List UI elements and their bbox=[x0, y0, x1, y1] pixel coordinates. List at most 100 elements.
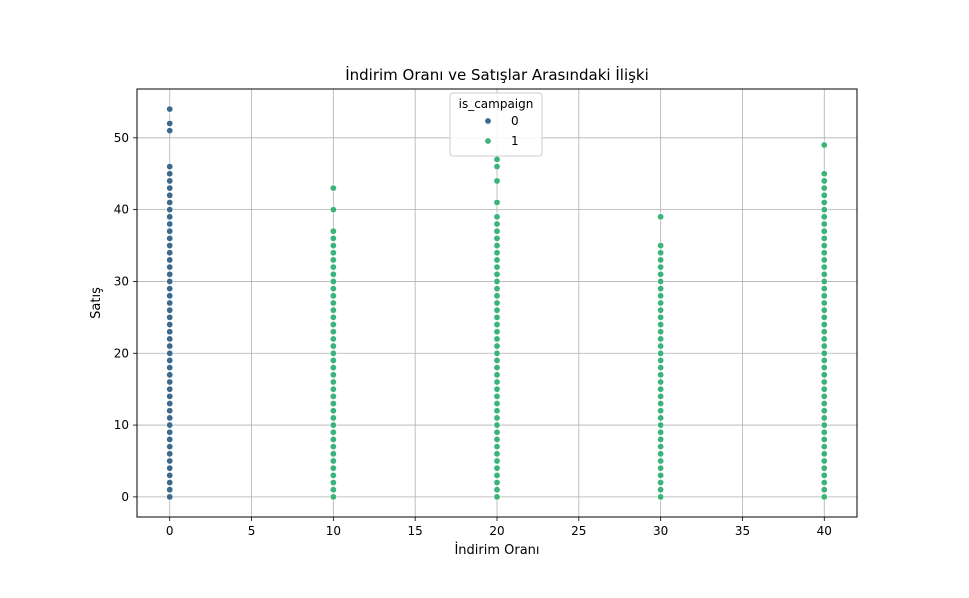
y-tick-label: 0 bbox=[121, 490, 129, 504]
data-point-campaign-0 bbox=[166, 191, 174, 199]
data-point-campaign-0 bbox=[166, 371, 174, 379]
y-axis-title: Satış bbox=[89, 287, 104, 319]
data-point-campaign-1 bbox=[820, 263, 828, 271]
data-point-campaign-1 bbox=[493, 464, 501, 472]
x-tick-label: 10 bbox=[326, 524, 341, 538]
data-point-campaign-1 bbox=[329, 292, 337, 300]
x-tick-label: 30 bbox=[653, 524, 668, 538]
data-point-campaign-1 bbox=[329, 486, 337, 494]
legend-label-1: 1 bbox=[511, 134, 519, 148]
data-point-campaign-1 bbox=[657, 242, 665, 250]
data-point-campaign-1 bbox=[329, 392, 337, 400]
data-point-campaign-1 bbox=[329, 457, 337, 465]
data-point-campaign-0 bbox=[166, 277, 174, 285]
data-point-campaign-0 bbox=[166, 450, 174, 458]
data-point-campaign-1 bbox=[657, 313, 665, 321]
data-point-campaign-0 bbox=[166, 184, 174, 192]
data-point-campaign-0 bbox=[166, 378, 174, 386]
data-point-campaign-1 bbox=[493, 356, 501, 364]
data-point-campaign-0 bbox=[166, 263, 174, 271]
data-point-campaign-1 bbox=[820, 414, 828, 422]
data-point-campaign-1 bbox=[657, 270, 665, 278]
data-point-campaign-1 bbox=[657, 385, 665, 393]
data-point-campaign-1 bbox=[493, 479, 501, 487]
data-point-campaign-1 bbox=[329, 385, 337, 393]
x-tick-label: 35 bbox=[735, 524, 750, 538]
data-point-campaign-0 bbox=[166, 421, 174, 429]
data-point-campaign-1 bbox=[820, 400, 828, 408]
data-point-campaign-1 bbox=[657, 457, 665, 465]
data-point-campaign-1 bbox=[493, 177, 501, 185]
data-point-campaign-1 bbox=[329, 306, 337, 314]
data-point-campaign-1 bbox=[493, 400, 501, 408]
data-point-campaign-1 bbox=[329, 335, 337, 343]
data-point-campaign-1 bbox=[493, 277, 501, 285]
data-point-campaign-1 bbox=[820, 292, 828, 300]
data-point-campaign-1 bbox=[657, 321, 665, 329]
data-point-campaign-1 bbox=[493, 299, 501, 307]
data-point-campaign-1 bbox=[329, 493, 337, 501]
data-point-campaign-1 bbox=[820, 443, 828, 451]
data-point-campaign-0 bbox=[166, 306, 174, 314]
data-point-campaign-1 bbox=[329, 443, 337, 451]
data-point-campaign-1 bbox=[820, 421, 828, 429]
data-point-campaign-0 bbox=[166, 428, 174, 436]
data-point-campaign-0 bbox=[166, 285, 174, 293]
data-point-campaign-1 bbox=[657, 421, 665, 429]
data-point-campaign-1 bbox=[820, 177, 828, 185]
data-point-campaign-1 bbox=[493, 270, 501, 278]
data-point-campaign-1 bbox=[657, 277, 665, 285]
data-point-campaign-1 bbox=[493, 342, 501, 350]
data-point-campaign-1 bbox=[820, 277, 828, 285]
data-point-campaign-1 bbox=[657, 407, 665, 415]
x-tick-label: 15 bbox=[408, 524, 423, 538]
data-point-campaign-1 bbox=[493, 414, 501, 422]
data-point-campaign-1 bbox=[657, 486, 665, 494]
data-point-campaign-1 bbox=[657, 479, 665, 487]
data-point-campaign-1 bbox=[493, 285, 501, 293]
data-point-campaign-1 bbox=[820, 479, 828, 487]
x-tick-label: 25 bbox=[571, 524, 586, 538]
data-point-campaign-0 bbox=[166, 299, 174, 307]
data-point-campaign-1 bbox=[820, 371, 828, 379]
data-point-campaign-0 bbox=[166, 356, 174, 364]
data-point-campaign-0 bbox=[166, 335, 174, 343]
data-point-campaign-1 bbox=[493, 349, 501, 357]
legend-box bbox=[449, 92, 543, 157]
data-point-campaign-1 bbox=[820, 306, 828, 314]
data-point-campaign-1 bbox=[329, 227, 337, 235]
legend: is_campaign 0 1 bbox=[449, 92, 543, 157]
data-point-campaign-1 bbox=[657, 428, 665, 436]
data-point-campaign-1 bbox=[493, 385, 501, 393]
data-point-campaign-0 bbox=[166, 256, 174, 264]
data-point-campaign-1 bbox=[657, 378, 665, 386]
data-point-campaign-1 bbox=[657, 335, 665, 343]
data-point-campaign-1 bbox=[820, 184, 828, 192]
axis-ticks: 0 5 10 15 20 25 30 35 40 0 10 20 30 40 50 bbox=[114, 131, 832, 538]
data-point-campaign-0 bbox=[166, 471, 174, 479]
data-point-campaign-1 bbox=[493, 450, 501, 458]
data-point-campaign-0 bbox=[166, 486, 174, 494]
data-point-campaign-1 bbox=[657, 493, 665, 501]
data-point-campaign-0 bbox=[166, 163, 174, 171]
data-point-campaign-1 bbox=[493, 213, 501, 221]
data-point-campaign-1 bbox=[820, 457, 828, 465]
data-point-campaign-1 bbox=[820, 242, 828, 250]
data-point-campaign-1 bbox=[329, 184, 337, 192]
data-point-campaign-1 bbox=[329, 342, 337, 350]
data-point-campaign-0 bbox=[166, 213, 174, 221]
data-point-campaign-1 bbox=[329, 414, 337, 422]
y-tick-label: 50 bbox=[114, 131, 129, 145]
x-tick-label: 40 bbox=[817, 524, 832, 538]
data-point-campaign-1 bbox=[329, 234, 337, 242]
data-point-campaign-1 bbox=[493, 198, 501, 206]
data-point-campaign-1 bbox=[329, 471, 337, 479]
data-point-campaign-1 bbox=[493, 435, 501, 443]
data-point-campaign-1 bbox=[329, 378, 337, 386]
data-point-campaign-1 bbox=[657, 299, 665, 307]
data-point-campaign-1 bbox=[493, 155, 501, 163]
data-point-campaign-1 bbox=[657, 450, 665, 458]
data-point-campaign-1 bbox=[657, 213, 665, 221]
